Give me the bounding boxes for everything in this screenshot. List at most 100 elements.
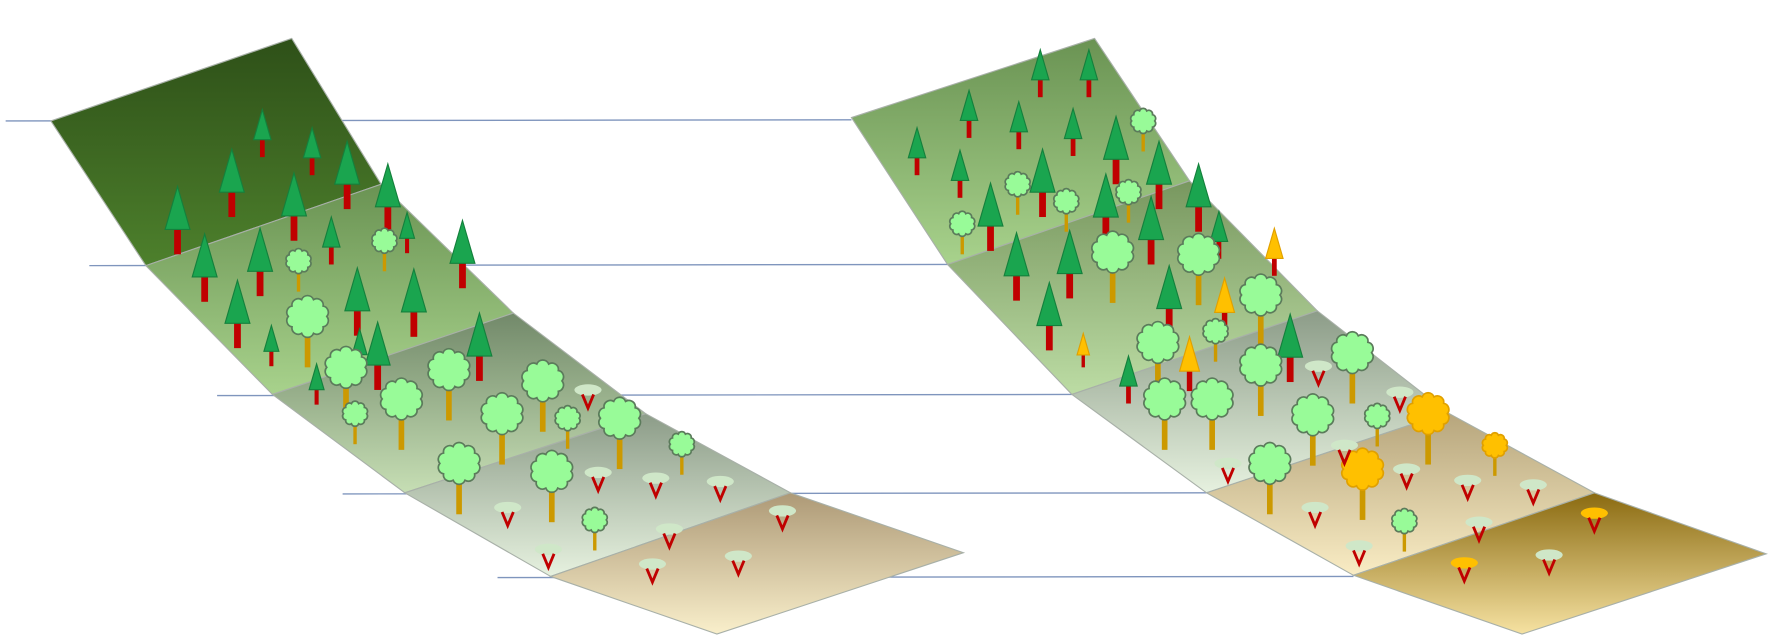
shrub-icon	[1301, 501, 1329, 530]
broadleaf-tree-icon	[1239, 343, 1283, 416]
conifer-tree-icon	[466, 311, 493, 381]
shrub-icon	[642, 472, 670, 500]
broadleaf-tree-icon	[341, 400, 369, 445]
conifer-tree-icon	[308, 361, 325, 405]
conifer-tree-icon	[252, 107, 272, 158]
shrub-icon	[706, 475, 734, 504]
broadleaf-tree-icon	[581, 506, 609, 551]
shrub-icon	[1519, 479, 1547, 507]
broadleaf-tree-icon	[324, 345, 368, 419]
conifer-tree-icon	[1030, 47, 1050, 98]
shrub-icon	[1304, 360, 1333, 388]
shrub-icon	[724, 550, 752, 578]
broadleaf-tree-icon	[427, 347, 471, 421]
shrub-icon	[1535, 549, 1563, 577]
conifer-tree-icon	[246, 226, 274, 297]
conifer-tree-icon	[1076, 331, 1091, 368]
broadleaf-tree-icon	[1481, 431, 1509, 476]
broadleaf-tree-icon	[1330, 330, 1374, 404]
conifer-tree-icon	[1036, 280, 1063, 351]
right-slope	[850, 37, 1768, 635]
shrub-icon	[1580, 507, 1608, 535]
conifer-tree-icon	[1264, 226, 1284, 276]
conifer-tree-icon	[907, 125, 927, 176]
broadleaf-tree-icon	[530, 449, 574, 523]
conifer-tree-icon	[321, 214, 341, 265]
broadleaf-tree-icon	[480, 391, 524, 465]
broadleaf-tree-icon	[379, 377, 423, 450]
broadleaf-tree-icon	[1363, 402, 1391, 447]
conifer-tree-icon	[449, 218, 476, 289]
conifer-tree-icon	[1056, 228, 1083, 299]
shrub-icon	[1465, 516, 1493, 544]
conifer-tree-icon	[1029, 147, 1056, 218]
conifer-tree-icon	[1079, 47, 1099, 98]
conifer-tree-icon	[374, 161, 402, 232]
conifer-tree-icon	[398, 210, 416, 254]
broadleaf-tree-icon	[521, 359, 565, 432]
conifer-tree-icon	[1102, 114, 1130, 185]
shrub-icon	[1330, 439, 1359, 468]
shrub-icon	[494, 501, 522, 530]
conifer-tree-icon	[218, 147, 245, 218]
broadleaf-tree-icon	[1248, 441, 1292, 515]
broadleaf-tree-icon	[554, 404, 581, 449]
conifer-tree-icon	[1137, 194, 1165, 265]
vegetation-zone-band	[1351, 492, 1768, 635]
conifer-tree-icon	[959, 88, 979, 138]
conifer-tree-icon	[400, 266, 428, 337]
broadleaf-tree-icon	[1136, 320, 1180, 394]
conifer-tree-icon	[1009, 99, 1029, 150]
broadleaf-tree-icon	[1202, 317, 1229, 362]
conifer-tree-icon	[191, 231, 218, 302]
shrub-icon	[638, 558, 667, 586]
conifer-tree-icon	[1185, 161, 1212, 232]
broadleaf-tree-icon	[371, 227, 398, 272]
conifer-tree-icon	[1063, 106, 1083, 156]
conifer-tree-icon	[1145, 139, 1173, 210]
broadleaf-tree-icon	[1129, 107, 1157, 152]
shrub-icon	[534, 543, 562, 572]
conifer-tree-icon	[263, 323, 280, 367]
conifer-tree-icon	[164, 184, 191, 255]
conifer-tree-icon	[1119, 354, 1138, 404]
conifer-tree-icon	[1213, 276, 1236, 333]
conifer-tree-icon	[1276, 312, 1304, 383]
broadleaf-tree-icon	[1239, 273, 1283, 346]
conifer-tree-icon	[333, 139, 361, 210]
broadleaf-tree-icon	[1053, 187, 1080, 232]
broadleaf-tree-icon	[948, 210, 976, 255]
broadleaf-tree-icon	[1177, 232, 1221, 306]
shrub-icon	[1214, 457, 1242, 486]
vegetation-zone-band	[548, 492, 966, 635]
broadleaf-tree-icon	[668, 430, 696, 475]
conifer-tree-icon	[224, 278, 251, 349]
broadleaf-tree-icon	[437, 441, 481, 515]
conifer-tree-icon	[280, 170, 308, 241]
shrub-icon	[1454, 474, 1482, 503]
conifer-tree-icon	[977, 181, 1004, 251]
broadleaf-tree-icon	[1291, 393, 1335, 466]
conifer-tree-icon	[1178, 334, 1201, 392]
broadleaf-tree-icon	[1115, 178, 1142, 223]
broadleaf-tree-icon	[285, 294, 330, 368]
broadleaf-tree-icon	[1391, 507, 1418, 552]
conifer-tree-icon	[364, 320, 391, 390]
shrub-icon	[584, 466, 612, 495]
conifer-tree-icon	[1155, 263, 1183, 334]
conifer-tree-icon	[344, 265, 371, 336]
shrub-icon	[655, 523, 683, 551]
shrub-icon	[1450, 557, 1478, 585]
shrub-icon	[1393, 463, 1421, 491]
shrub-icon	[574, 384, 602, 412]
broadleaf-tree-icon	[1143, 377, 1187, 450]
conifer-tree-icon	[950, 148, 970, 198]
shrub-icon	[1386, 386, 1414, 414]
broadleaf-tree-icon	[285, 247, 312, 292]
left-slope	[50, 37, 966, 635]
shrub-icon	[768, 505, 797, 533]
broadleaf-tree-icon	[1091, 230, 1135, 303]
broadleaf-tree-icon	[1004, 170, 1031, 215]
broadleaf-tree-icon	[1190, 377, 1234, 450]
